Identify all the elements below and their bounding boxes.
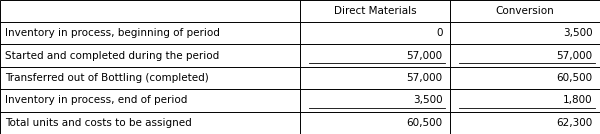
Text: 60,500: 60,500 — [407, 118, 443, 128]
Text: Started and completed during the period: Started and completed during the period — [5, 51, 219, 61]
Text: 57,000: 57,000 — [557, 51, 593, 61]
Text: 0: 0 — [436, 28, 443, 38]
Text: 57,000: 57,000 — [407, 73, 443, 83]
Text: 57,000: 57,000 — [407, 51, 443, 61]
Text: 3,500: 3,500 — [413, 95, 443, 105]
Text: Inventory in process, end of period: Inventory in process, end of period — [5, 95, 187, 105]
Text: Direct Materials: Direct Materials — [334, 6, 416, 16]
Text: 60,500: 60,500 — [557, 73, 593, 83]
Text: Transferred out of Bottling (completed): Transferred out of Bottling (completed) — [5, 73, 209, 83]
Text: Conversion: Conversion — [496, 6, 554, 16]
Text: Total units and costs to be assigned: Total units and costs to be assigned — [5, 118, 191, 128]
Text: 3,500: 3,500 — [563, 28, 593, 38]
Text: 1,800: 1,800 — [563, 95, 593, 105]
Text: 62,300: 62,300 — [557, 118, 593, 128]
Text: Inventory in process, beginning of period: Inventory in process, beginning of perio… — [5, 28, 220, 38]
